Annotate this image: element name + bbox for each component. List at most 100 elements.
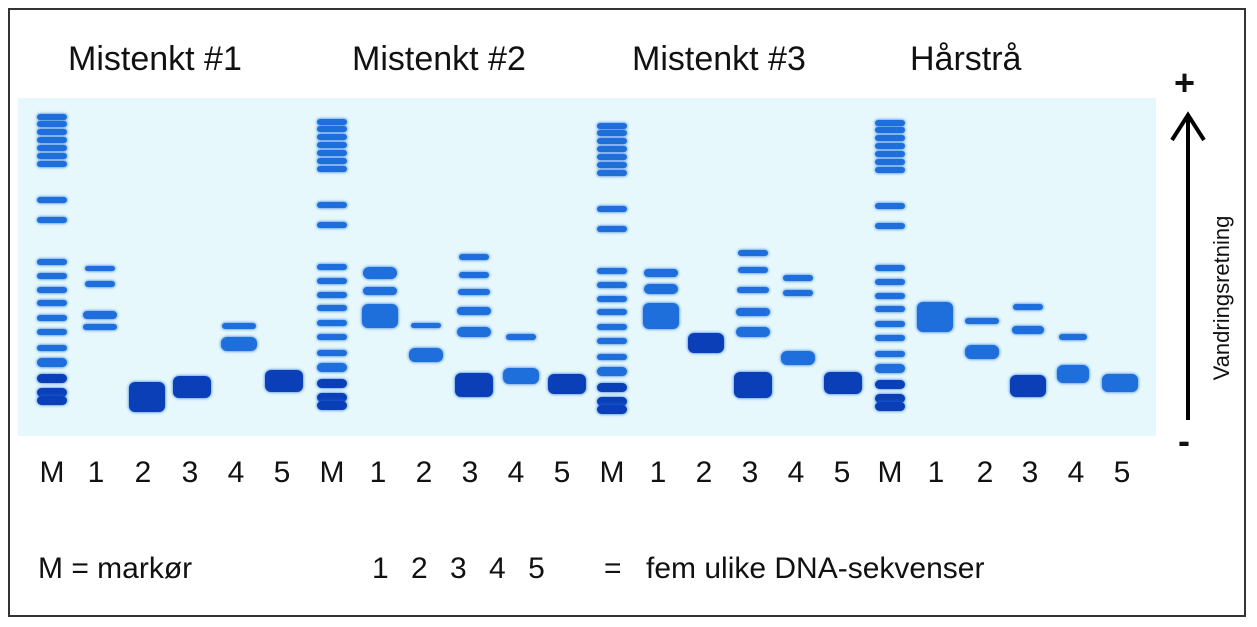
- lane-label-3-5: 5: [833, 456, 851, 489]
- lane-label-1-1: 1: [87, 456, 105, 489]
- lane-label-4-5: 5: [1113, 456, 1131, 489]
- marker-lane-3-band: [597, 162, 627, 168]
- marker-lane-1-band: [37, 273, 67, 279]
- lane-label-3-3: 3: [741, 456, 759, 489]
- legend-numbers: 1 2 3 4 5: [372, 552, 545, 585]
- marker-lane-2-band: [317, 166, 347, 172]
- marker-lane-2-band: [317, 119, 347, 125]
- marker-lane-1-band: [37, 373, 67, 383]
- marker-lane-2-band: [317, 264, 347, 270]
- hair-lane2-band: [965, 318, 999, 324]
- suspect1-lane3-band: [173, 376, 211, 398]
- marker-lane-3-band: [597, 268, 627, 274]
- hair-lane3-band: [1013, 304, 1043, 310]
- marker-lane-4-band: [875, 306, 905, 312]
- marker-lane-4-band: [875, 351, 905, 357]
- suspect3-lane3-band: [738, 250, 768, 256]
- marker-lane-4-band: [875, 401, 905, 411]
- marker-lane-2-band: [317, 278, 347, 284]
- suspect3-lane3-band: [734, 372, 772, 398]
- hair-lane2-band: [965, 345, 999, 359]
- marker-lane-3-band: [597, 338, 627, 344]
- suspect1-lane1-band: [85, 265, 115, 271]
- lane-label-4-m: M: [877, 456, 903, 489]
- marker-lane-4-band: [875, 379, 905, 389]
- marker-lane-4-band: [875, 135, 905, 141]
- suspect1-lane5-band: [265, 370, 303, 392]
- marker-lane-2-band: [317, 392, 347, 402]
- lane-label-2-3: 3: [461, 456, 479, 489]
- hair-lane3-band: [1010, 375, 1046, 397]
- suspect3-lane1-band: [644, 284, 678, 294]
- marker-lane-1-band: [37, 259, 67, 265]
- group-title-suspect-3: Mistenkt #3: [632, 40, 806, 78]
- hair-lane4-band: [1059, 334, 1087, 340]
- marker-lane-3-band: [597, 226, 627, 232]
- lane-label-4-1: 1: [927, 456, 945, 489]
- marker-lane-1-band: [37, 129, 67, 135]
- suspect1-lane1-band: [83, 324, 117, 330]
- lane-label-4-4: 4: [1067, 456, 1085, 489]
- group-title-suspect-1: Mistenkt #1: [68, 40, 242, 78]
- lane-label-4-3: 3: [1021, 456, 1039, 489]
- suspect1-lane2-band: [129, 382, 165, 412]
- marker-lane-2-band: [317, 222, 347, 228]
- marker-lane-1-band: [37, 197, 67, 203]
- marker-lane-3-band: [597, 146, 627, 152]
- lane-label-1-m: M: [39, 456, 65, 489]
- lane-label-3-4: 4: [787, 456, 805, 489]
- suspect3-lane4-band: [783, 290, 813, 296]
- figure-frame: [8, 8, 1246, 617]
- marker-lane-3-band: [597, 138, 627, 144]
- marker-lane-4-band: [875, 279, 905, 285]
- suspect3-lane4-band: [783, 275, 813, 281]
- suspect2-lane5-band: [548, 374, 586, 394]
- marker-lane-2-band: [317, 134, 347, 140]
- gel-area: [18, 98, 1156, 436]
- marker-lane-4-band: [875, 335, 905, 341]
- suspect3-lane1-band: [643, 303, 679, 329]
- lane-label-2-2: 2: [415, 456, 433, 489]
- marker-lane-2-band: [317, 400, 347, 410]
- marker-lane-1-band: [37, 387, 67, 397]
- marker-lane-1-band: [37, 300, 67, 306]
- suspect2-lane3-band: [458, 289, 490, 295]
- marker-lane-3-band: [597, 396, 627, 406]
- lane-label-1-2: 2: [134, 456, 152, 489]
- hair-lane3-band: [1012, 326, 1044, 334]
- positive-pole-sign: +: [1174, 62, 1196, 103]
- marker-lane-2-band: [317, 292, 347, 298]
- marker-lane-4-band: [875, 167, 905, 173]
- marker-lane-2-band: [317, 126, 347, 132]
- marker-lane-3-band: [597, 354, 627, 360]
- direction-label: Vandringsretning: [1209, 215, 1234, 381]
- lane-label-2-m: M: [319, 456, 345, 489]
- marker-lane-2-band: [317, 305, 347, 311]
- marker-lane-4-band: [875, 321, 905, 327]
- marker-lane-1-band: [37, 121, 67, 127]
- negative-pole-sign: -: [1178, 420, 1190, 461]
- suspect3-lane3-band: [736, 308, 770, 316]
- hair-lane5-band: [1102, 374, 1138, 392]
- marker-lane-1-band: [37, 315, 67, 321]
- suspect2-lane1-band: [363, 287, 397, 295]
- suspect3-lane3-band: [736, 327, 770, 337]
- marker-lane-3-band: [597, 366, 627, 376]
- suspect2-lane1-band: [362, 304, 398, 328]
- suspect1-lane4-band: [221, 337, 257, 351]
- marker-lane-4-band: [875, 223, 905, 229]
- marker-lane-1-band: [37, 145, 67, 151]
- marker-lane-1-band: [37, 287, 67, 293]
- lane-label-3-1: 1: [649, 456, 667, 489]
- marker-lane-1-band: [37, 114, 67, 120]
- lane-label-2-4: 4: [507, 456, 525, 489]
- marker-lane-4-band: [875, 127, 905, 133]
- suspect1-lane1-band: [83, 311, 117, 319]
- marker-lane-1-band: [37, 161, 67, 167]
- lane-label-1-3: 3: [181, 456, 199, 489]
- lane-label-4-2: 2: [976, 456, 994, 489]
- group-title-hair: Hårstrå: [910, 40, 1022, 78]
- marker-lane-2-band: [317, 142, 347, 148]
- legend-marker: M = markør: [38, 552, 193, 585]
- lane-label-1-4: 4: [227, 456, 245, 489]
